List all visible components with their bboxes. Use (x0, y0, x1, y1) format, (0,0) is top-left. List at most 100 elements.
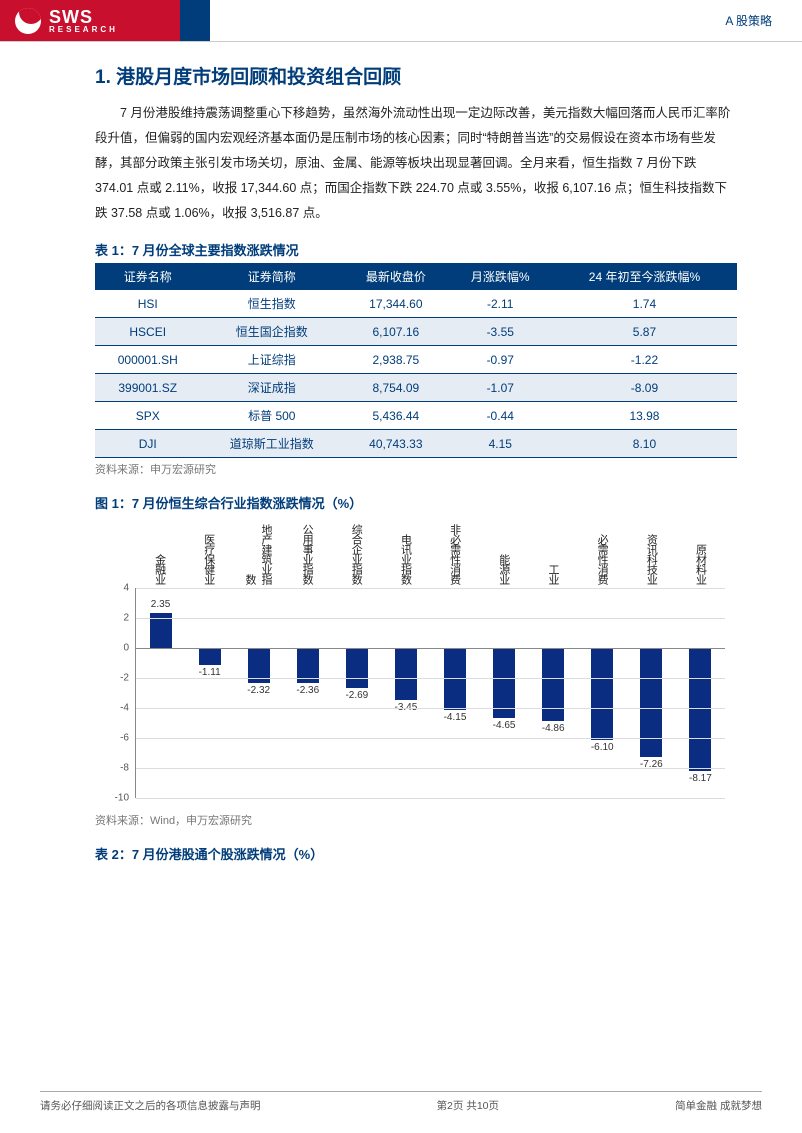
table-cell: 上证综指 (200, 346, 343, 374)
gridline (136, 798, 725, 799)
body-paragraph: 7 月份港股维持震荡调整重心下移趋势，虽然海外流动性出现一定边际改善，美元指数大… (95, 101, 737, 226)
bar-value-label: -2.36 (288, 685, 328, 696)
table1: 证券名称证券简称最新收盘价月涨跌幅%24 年初至今涨跌幅% HSI恒生指数17,… (95, 263, 737, 458)
bar-slot: -7.26 (627, 588, 676, 798)
logo-block: SWS RESEARCH (0, 0, 180, 41)
bar-slot: -4.15 (430, 588, 479, 798)
gridline (136, 618, 725, 619)
bar-value-label: -1.11 (190, 667, 230, 678)
table-cell: 6,107.16 (343, 318, 448, 346)
table-row: HSCEI恒生国企指数6,107.16-3.555.87 (95, 318, 737, 346)
gridline (136, 768, 725, 769)
table-cell: 399001.SZ (95, 374, 200, 402)
table-row: HSI恒生指数17,344.60-2.111.74 (95, 290, 737, 318)
y-axis-tick: 2 (123, 613, 129, 624)
gridline (136, 738, 725, 739)
table1-header-cell: 月涨跌幅% (449, 263, 552, 290)
table-cell: 5,436.44 (343, 402, 448, 430)
bar-slot: -2.36 (283, 588, 332, 798)
bar-value-label: -4.65 (484, 720, 524, 731)
table-row: 000001.SH上证综指2,938.75-0.97-1.22 (95, 346, 737, 374)
table1-caption: 表 1：7 月份全球主要指数涨跌情况 (95, 240, 737, 259)
bar (591, 648, 613, 740)
category-label: 地产建筑业指数 (233, 518, 282, 586)
category-label: 能源业 (479, 518, 528, 586)
blue-strip (180, 0, 210, 41)
table-cell: 2,938.75 (343, 346, 448, 374)
category-label: 工业 (528, 518, 577, 586)
bar (542, 648, 564, 721)
table-cell: 8.10 (552, 430, 737, 458)
table-cell: -0.97 (449, 346, 552, 374)
logo-sub: RESEARCH (49, 26, 118, 34)
table-cell: 恒生指数 (200, 290, 343, 318)
table2-caption: 表 2：7 月份港股通个股涨跌情况（%） (95, 844, 737, 863)
bar-value-label: -2.69 (337, 690, 377, 701)
table-cell: -2.11 (449, 290, 552, 318)
table-cell: 4.15 (449, 430, 552, 458)
table-row: DJI道琼斯工业指数40,743.334.158.10 (95, 430, 737, 458)
bar-slot: -8.17 (676, 588, 725, 798)
table-cell: -3.55 (449, 318, 552, 346)
bar-slot: -4.65 (480, 588, 529, 798)
table-cell: 标普 500 (200, 402, 343, 430)
y-axis-tick: 4 (123, 583, 129, 594)
bar-value-label: 2.35 (141, 599, 181, 610)
category-label: 金融业 (135, 518, 184, 586)
table-cell: 深证成指 (200, 374, 343, 402)
bar (199, 648, 221, 665)
table-cell: 17,344.60 (343, 290, 448, 318)
chart1-source: 资料来源：Wind，申万宏源研究 (95, 812, 737, 828)
table-cell: 13.98 (552, 402, 737, 430)
bar-slot: -2.69 (332, 588, 381, 798)
y-axis-tick: -2 (120, 673, 129, 684)
table-cell: HSI (95, 290, 200, 318)
table1-header-cell: 24 年初至今涨跌幅% (552, 263, 737, 290)
bar-value-label: -6.10 (582, 742, 622, 753)
footer-left: 请务必仔细阅读正文之后的各项信息披露与声明 (40, 1098, 261, 1113)
table1-source: 资料来源：申万宏源研究 (95, 461, 737, 477)
page-content: 1. 港股月度市场回顾和投资组合回顾 7 月份港股维持震荡调整重心下移趋势，虽然… (0, 42, 802, 863)
footer-right: 简单金融 成就梦想 (675, 1098, 762, 1113)
category-label: 资讯科技业 (627, 518, 676, 586)
bar-slot: -3.45 (381, 588, 430, 798)
bar (395, 648, 417, 700)
table1-header-cell: 证券名称 (95, 263, 200, 290)
y-axis-tick: 0 (123, 643, 129, 654)
table-cell: -1.22 (552, 346, 737, 374)
header-right-text: A 股策略 (210, 0, 802, 41)
page-footer: 请务必仔细阅读正文之后的各项信息披露与声明 第2页 共10页 简单金融 成就梦想 (40, 1091, 762, 1113)
category-label: 综合企业指数 (332, 518, 381, 586)
table-cell: 道琼斯工业指数 (200, 430, 343, 458)
y-axis-tick: -8 (120, 763, 129, 774)
category-label: 必需性消费 (578, 518, 627, 586)
bar-slot: -6.10 (578, 588, 627, 798)
bar-value-label: -4.86 (533, 723, 573, 734)
bar-slot: 2.35 (136, 588, 185, 798)
bar-value-label: -8.17 (680, 773, 720, 784)
category-label: 医疗保健业 (184, 518, 233, 586)
category-label: 公用事业指数 (283, 518, 332, 586)
bar-slot: -4.86 (529, 588, 578, 798)
y-axis-tick: -4 (120, 703, 129, 714)
bar (640, 648, 662, 757)
table-cell: 5.87 (552, 318, 737, 346)
category-label: 非必需性消费 (430, 518, 479, 586)
chart1-caption: 图 1：7 月份恒生综合行业指数涨跌情况（%） (95, 493, 737, 512)
table-cell: 8,754.09 (343, 374, 448, 402)
category-label: 原材料业 (676, 518, 725, 586)
section-title: 1. 港股月度市场回顾和投资组合回顾 (95, 62, 737, 89)
gridline (136, 648, 725, 649)
table-cell: -1.07 (449, 374, 552, 402)
bar-value-label: -4.15 (435, 712, 475, 723)
gridline (136, 678, 725, 679)
bar (689, 648, 711, 771)
page-header: SWS RESEARCH A 股策略 (0, 0, 802, 42)
bar-slot: -2.32 (234, 588, 283, 798)
logo-text: SWS RESEARCH (49, 8, 118, 34)
sws-logo-icon (15, 8, 41, 34)
y-axis-tick: -6 (120, 733, 129, 744)
footer-center: 第2页 共10页 (437, 1098, 499, 1113)
table-cell: HSCEI (95, 318, 200, 346)
bar (346, 648, 368, 688)
